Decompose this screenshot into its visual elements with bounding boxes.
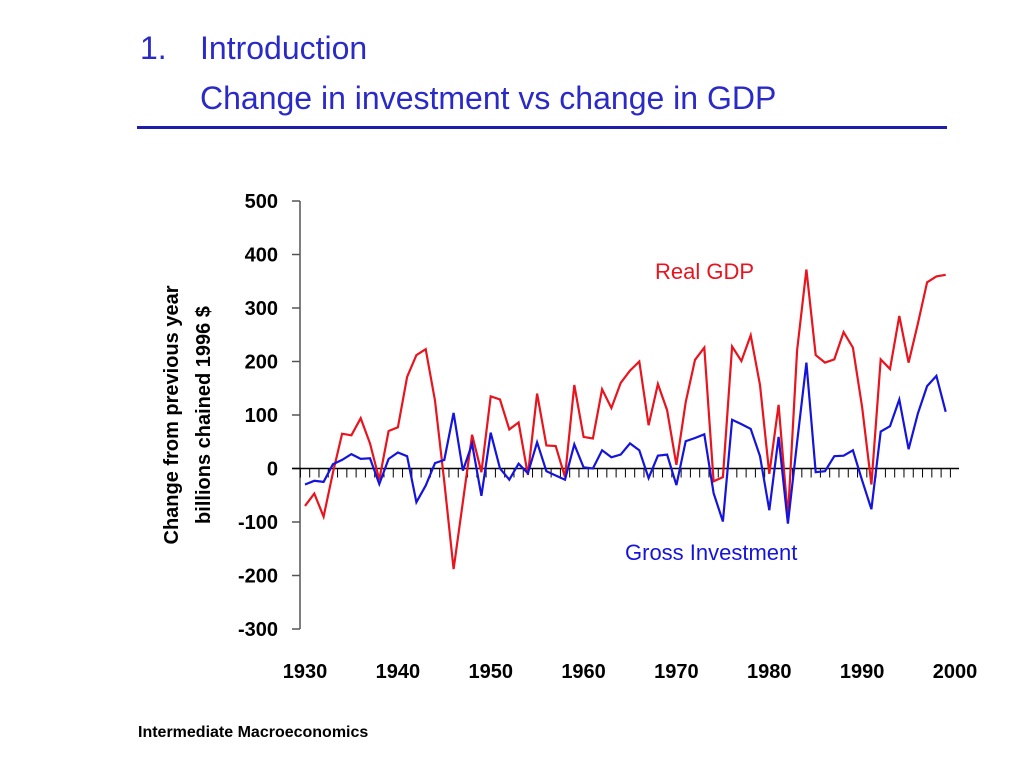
y-axis-title: Change from previous year billions chain… xyxy=(161,285,215,544)
x-tick-label: 2000 xyxy=(933,661,978,683)
x-tick-label: 1940 xyxy=(376,661,421,683)
x-tick-label: 1960 xyxy=(561,661,606,683)
y-tick-label: 0 xyxy=(267,459,278,481)
y-tick-label: -300 xyxy=(238,619,278,641)
series-line-gross-investment xyxy=(304,362,947,524)
y-tick-label: 400 xyxy=(245,245,278,267)
y-tick-label: 300 xyxy=(245,298,278,320)
x-tick-label: 1990 xyxy=(840,661,885,683)
y-tick-label: -200 xyxy=(238,566,278,588)
footer-course-name: Intermediate Macroeconomics xyxy=(138,724,369,741)
x-tick-label: 1970 xyxy=(654,661,699,683)
series-layer xyxy=(304,269,947,570)
slide-subtitle: Change in investment vs change in GDP xyxy=(200,80,777,116)
y-tick-label: 100 xyxy=(245,405,278,427)
series-label-gross-investment: Gross Investment xyxy=(625,540,797,565)
y-axis-title-line2: billions chained 1996 $ xyxy=(193,306,215,524)
y-tick-label: 500 xyxy=(245,191,278,213)
y-tick-label: -100 xyxy=(238,512,278,534)
title-divider xyxy=(137,126,947,129)
y-axis-title-line1: Change from previous year xyxy=(161,285,183,544)
y-tick-label: 200 xyxy=(245,352,278,374)
series-label-real-gdp: Real GDP xyxy=(655,259,754,284)
x-tick-label: 1930 xyxy=(283,661,328,683)
slide-title: Introduction xyxy=(200,30,368,66)
y-axis: 500 400 300 200 100 0 -100 -200 -300 xyxy=(238,191,301,641)
x-tick-label: 1980 xyxy=(747,661,792,683)
series-line-real-gdp xyxy=(304,269,946,570)
x-tick-label: 1950 xyxy=(468,661,513,683)
x-axis: 1930 1940 1950 1960 1970 1980 1990 2000 xyxy=(283,467,978,683)
title-number: 1. xyxy=(140,30,167,66)
